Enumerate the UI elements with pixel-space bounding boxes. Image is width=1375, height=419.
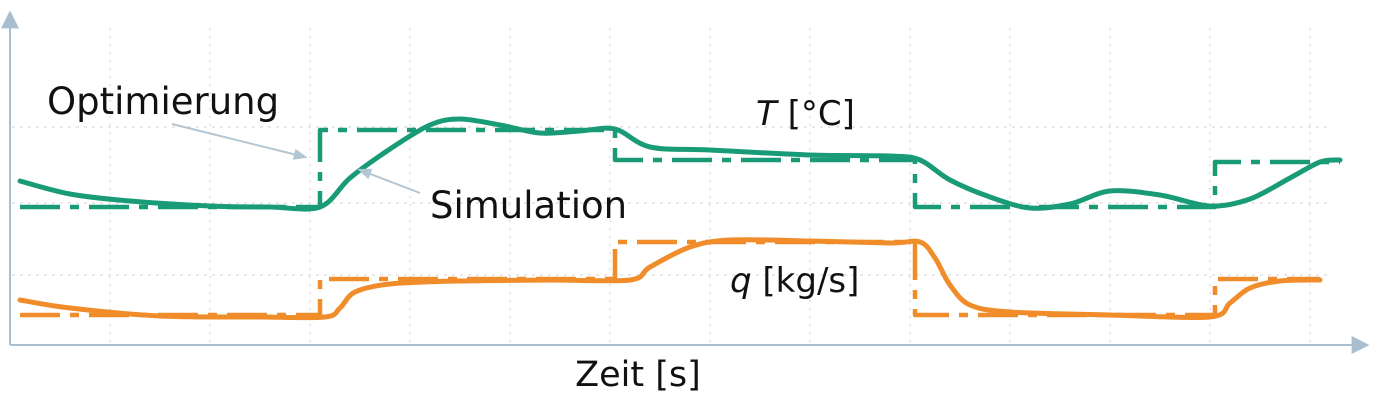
series-label-q-var: q	[730, 261, 752, 301]
series-q-sim-line	[17, 237, 1323, 321]
simulation-pointer	[357, 168, 421, 194]
series-q-opt-line	[20, 239, 1320, 318]
annotation-optimierung: Optimierung	[47, 80, 279, 123]
series-T-sim-line	[17, 116, 1343, 212]
series-label-T: T [°C]	[756, 94, 855, 134]
axes	[1, 10, 1370, 354]
optimierung-pointer	[171, 123, 308, 160]
x-axis-label: Zeit [s]	[575, 355, 701, 395]
annotation-arrows	[171, 123, 421, 194]
series-T-opt-line	[20, 127, 1340, 210]
series-label-T-unit: [°C]	[777, 94, 855, 134]
series-label-T-var: T	[756, 94, 779, 134]
series-label-q: q [kg/s]	[730, 261, 859, 301]
series-group	[17, 116, 1343, 321]
grid-lines	[12, 28, 1330, 345]
series-label-q-unit: [kg/s]	[752, 261, 860, 301]
annotation-simulation: Simulation	[430, 184, 627, 227]
